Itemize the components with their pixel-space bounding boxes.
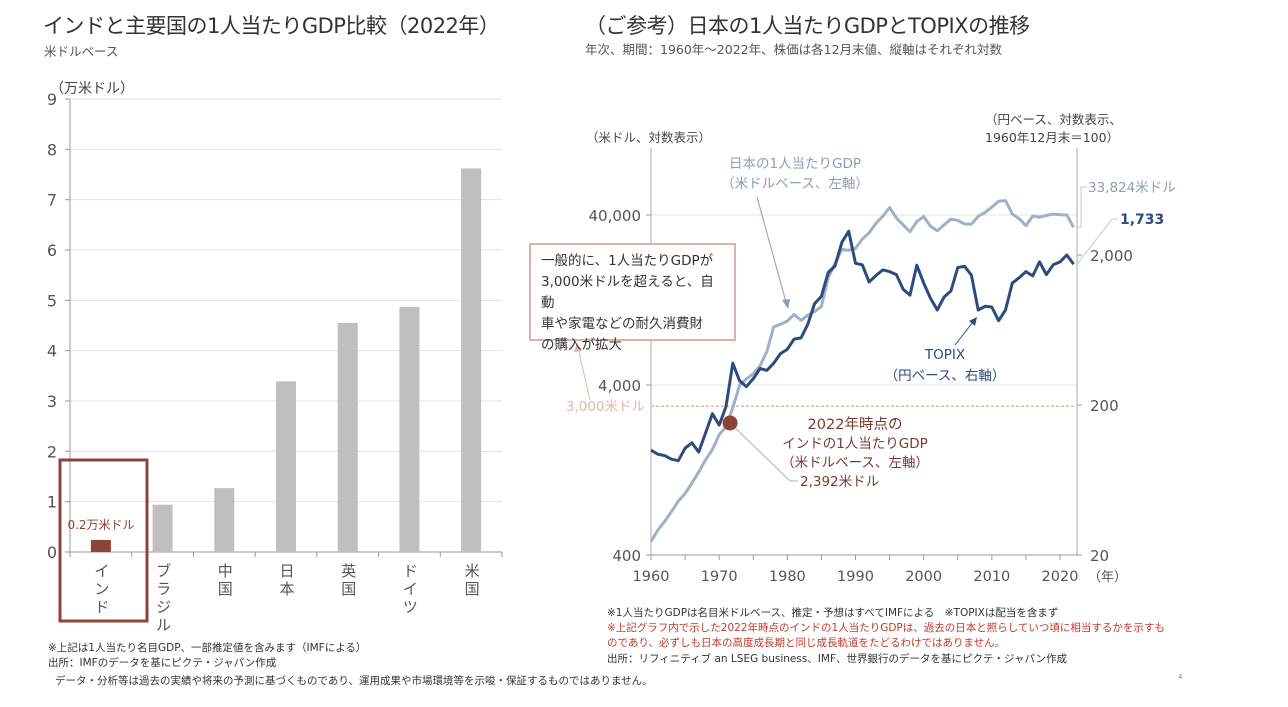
right-chart-subtitle: 年次、期間：1960年～2022年、株価は各12月末値、縦軸はそれぞれ対数: [585, 42, 1003, 57]
left-chart-unit-label: （万米ドル）: [50, 81, 134, 97]
x-tick-label: 1980: [769, 569, 806, 585]
india-label-2: インドの1人当たりGDP: [782, 436, 928, 452]
right-chart-title: （ご参考）日本の1人当たりGDPとTOPIXの推移: [585, 14, 1030, 38]
callout-line-3: 車や家電などの耐久消費財: [541, 316, 703, 332]
left-y-tick-label: 40,000: [589, 207, 642, 225]
india-leader-line: [729, 422, 791, 482]
series-topix: [650, 229, 1075, 463]
left-note-1: ※上記は1人当たり名目GDP、一部推定値を含みます（IMFによる）: [48, 642, 367, 654]
topix-end-label: 1,733: [1120, 212, 1164, 228]
series-japan-gdp: [649, 199, 1075, 543]
bar-1: [152, 504, 173, 552]
gdp-end-leader: [1077, 186, 1087, 228]
india-point: [722, 415, 738, 431]
x-tick-label: 1970: [701, 569, 738, 585]
left-chart-subtitle: 米ドルベース: [44, 44, 119, 59]
disclaimer: データ・分析等は過去の実績や将来の予測に基づくものであり、運用成果や市場環境等を…: [55, 675, 653, 687]
india-data-label: 0.2万米ドル: [67, 518, 134, 532]
x-tick-label: 日本: [279, 562, 294, 598]
topix-arrow-line: [954, 321, 974, 346]
right-note-red-1: ※上記グラフ内で示した2022年時点のインドの1人当たりGDPは、過去の日本と照…: [607, 622, 1165, 634]
y-tick-label: 9: [47, 90, 57, 109]
right-axis-label-2: 1960年12月末＝100）: [985, 130, 1120, 145]
x-tick-label: 1960: [633, 569, 670, 585]
left-axis-label: （米ドル、対数表示）: [586, 130, 712, 145]
bar-0: [90, 539, 111, 552]
x-tick-label: 米国: [465, 562, 480, 598]
threshold-label: 3,000米ドル: [566, 399, 645, 415]
y-tick-label: 3: [47, 392, 57, 411]
page-number: 4: [1178, 673, 1183, 681]
topix-series-label-1: TOPIX: [924, 347, 965, 363]
bar-4: [337, 322, 358, 552]
x-tick-label: ドイツ: [403, 562, 418, 616]
right-note-red-2: のであり、必ずしも日本の高度成長期と同じ成長軌道をたどるわけではありません。: [607, 637, 1006, 649]
india-value-label: 2,392米ドル: [800, 474, 879, 490]
left-y-tick-label: 4,000: [598, 377, 641, 395]
topix-end-leader: [1076, 218, 1118, 265]
india-label-3: （米ドルベース、左軸）: [781, 455, 929, 471]
y-tick-label: 4: [47, 342, 57, 361]
gdp-series-label-2: （米ドルベース、左軸）: [721, 176, 869, 192]
x-tick-label: 1990: [837, 569, 874, 585]
x-tick-label: 2000: [905, 569, 942, 585]
right-y-tick-label: 2,000: [1090, 247, 1133, 265]
gdp-series-label-1: 日本の1人当たりGDP: [729, 156, 861, 172]
y-tick-label: 0: [47, 543, 57, 562]
right-y-tick-label: 200: [1090, 397, 1119, 415]
topix-series-label-2: （円ベース、右軸）: [885, 368, 1006, 384]
callout-line-4: の購入が拡大: [541, 337, 622, 353]
x-axis-unit: （年）: [1088, 570, 1127, 585]
right-axis-label-1: （円ベース、対数表示、: [985, 112, 1122, 127]
india-highlight-box: [58, 458, 149, 623]
line-chart: 400 4,000 40,000 20 200 2,000 1960 1970 1980 1990…: [566, 148, 1176, 585]
x-tick-label: 英国: [341, 562, 356, 598]
x-tick-label: インド: [94, 562, 109, 616]
right-note-1: ※1人当たりGDPは名目米ドルベース、推定・予想はすべてIMFによる ※TOPI…: [607, 607, 1059, 619]
bar-6: [461, 168, 482, 552]
y-tick-label: 6: [47, 241, 57, 260]
gdp-arrow-head: [782, 299, 790, 309]
y-tick-label: 2: [47, 442, 57, 461]
callout-arrow-head: [574, 343, 582, 352]
india-label-1: 2022年時点の: [808, 416, 903, 433]
callout-box: 一般的に、1人当たりGDPが 3,000米ドルを超えると、自動 車や家電などの耐…: [529, 243, 736, 353]
y-tick-label: 5: [47, 291, 57, 310]
x-tick-label: 2020: [1042, 569, 1079, 585]
x-tick-label: 2010: [973, 569, 1010, 585]
right-source: 出所：リフィニティブ an LSEG business、IMF、世界銀行のデータ…: [607, 653, 1068, 665]
right-y-tick-label: 20: [1090, 547, 1109, 565]
left-note-source: 出所：IMFのデータを基にピクテ・ジャパン作成: [48, 657, 277, 669]
y-tick-label: 7: [47, 191, 57, 210]
gdp-arrow-line: [756, 196, 787, 303]
bar-chart: 0 1 2 3 4 5 6 7 8 9 インド ブラジル 中国 日本 英国 ドイツ 米国 0.2万米ドル: [47, 90, 503, 634]
y-tick-label: 8: [47, 140, 57, 159]
left-chart-title: インドと主要国の1人当たりGDP比較（2022年）: [43, 14, 500, 38]
gdp-end-label: 33,824米ドル: [1088, 180, 1176, 196]
bar-2: [214, 488, 235, 552]
bar-3: [276, 381, 296, 552]
bar-5: [399, 306, 420, 552]
x-tick-label: ブラジル: [156, 562, 171, 634]
y-tick-label: 1: [47, 493, 57, 512]
callout-arrow-line: [577, 347, 591, 401]
callout-line-1: 一般的に、1人当たりGDPが: [541, 253, 714, 269]
x-tick-label: 中国: [218, 562, 233, 598]
callout-line-2: 3,000米ドルを超えると、自動: [541, 274, 714, 311]
left-y-tick-label: 400: [612, 547, 641, 565]
topix-arrow-head: [969, 317, 977, 326]
